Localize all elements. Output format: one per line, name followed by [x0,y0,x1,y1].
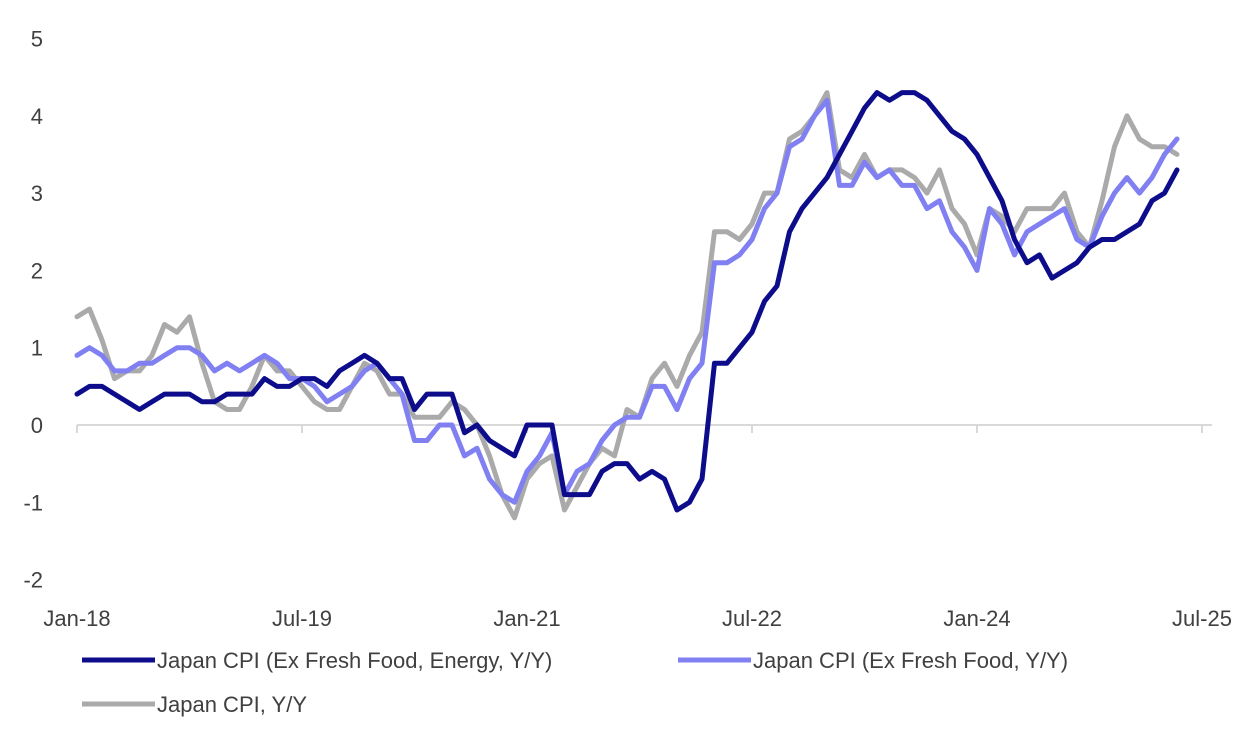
y-tick-label: 4 [31,104,43,129]
x-tick-label: Jan-24 [943,606,1010,631]
legend-label: Japan CPI, Y/Y [157,692,307,717]
y-tick-label: 2 [31,258,43,283]
x-tick-labels: Jan-18 Jul-19 Jan-21 Jul-22 Jan-24 Jul-25 [43,606,1232,631]
legend-label: Japan CPI (Ex Fresh Food, Energy, Y/Y) [157,648,552,673]
legend: Japan CPI (Ex Fresh Food, Energy, Y/Y) Ja… [82,648,1068,717]
y-axis: 5 4 3 2 1 0 -1 -2 [23,27,43,593]
y-tick-label: -2 [23,568,43,593]
y-tick-label: 3 [31,181,43,206]
series-line-1 [74,97,1180,505]
x-tick-label: Jul-22 [722,606,782,631]
x-axis [76,424,1212,433]
series-lines [74,90,1180,521]
series-line-2 [74,90,1180,521]
x-tick-label: Jan-18 [43,606,110,631]
x-tick-label: Jul-19 [272,606,332,631]
x-tick-label: Jul-25 [1172,606,1232,631]
y-tick-label: 5 [31,27,43,52]
series-line-0 [74,90,1180,513]
y-tick-label: 0 [31,413,43,438]
y-tick-label: -1 [23,490,43,515]
y-tick-label: 1 [31,336,43,361]
x-tick-label: Jan-21 [493,606,560,631]
legend-label: Japan CPI (Ex Fresh Food, Y/Y) [753,648,1068,673]
